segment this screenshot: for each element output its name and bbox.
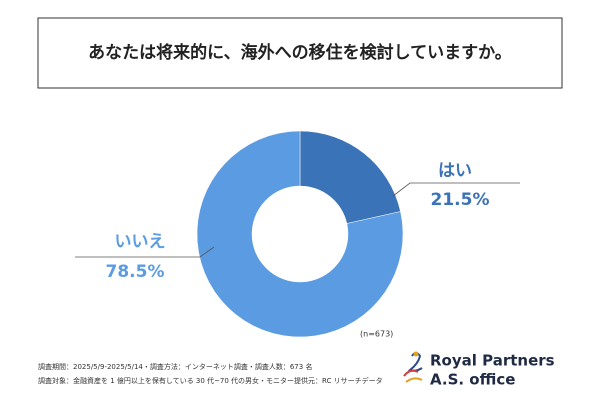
slice-label: はい — [438, 161, 472, 181]
logo-text: Royal Partners — [430, 352, 555, 370]
footnote: 調査対象：金融資産を 1 億円以上を保有している 30 代~70 代の男女・モニ… — [38, 376, 383, 385]
leader-line — [392, 182, 520, 197]
logo-icon — [403, 351, 423, 383]
sample-size: (n=673) — [360, 330, 393, 339]
footnote: 調査期間：2025/5/9-2025/5/14・調査方法：インターネット調査・調… — [38, 362, 312, 371]
slice-label: いいえ — [115, 232, 166, 252]
value-label: 78.5% — [106, 262, 165, 282]
chart-title: あなたは将来的に、海外への移住を検討していますか。 — [88, 42, 512, 63]
donut-slice — [299, 130, 401, 224]
donut-slice — [196, 130, 404, 338]
value-label: 21.5% — [431, 190, 490, 210]
title-box — [37, 17, 563, 89]
logo-text: A.S. office — [430, 371, 515, 389]
leader-line — [75, 246, 215, 258]
